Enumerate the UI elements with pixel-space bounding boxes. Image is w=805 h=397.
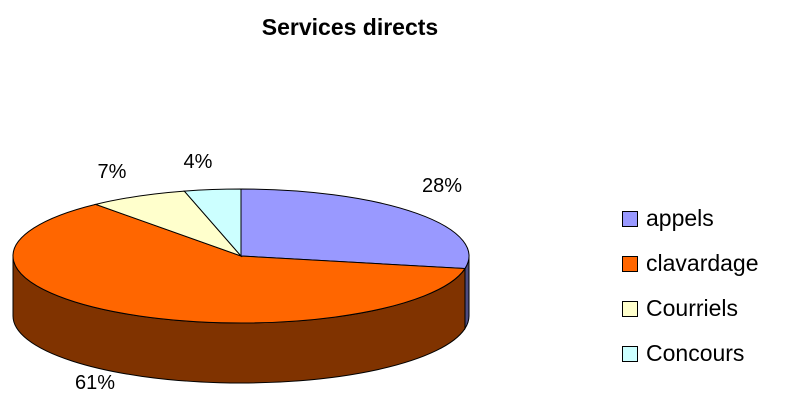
legend-label-concours: Concours	[646, 340, 745, 366]
legend-label-appels: appels	[646, 205, 714, 231]
data-label-clavardage: 61%	[75, 372, 115, 394]
legend-swatch-concours	[622, 345, 638, 362]
legend: appels clavardage Courriels Concours	[622, 196, 759, 376]
legend-swatch-courriels	[622, 300, 638, 317]
legend-item-clavardage: clavardage	[622, 241, 759, 286]
pie-slice-clavardage	[12, 203, 466, 324]
data-label-appels: 28%	[422, 175, 462, 197]
legend-item-concours: Concours	[622, 331, 759, 376]
data-label-courriels: 7%	[98, 161, 127, 183]
legend-item-appels: appels	[622, 196, 759, 241]
pie-slice-appels	[240, 188, 470, 270]
legend-label-clavardage: clavardage	[646, 250, 759, 276]
chart-title: Services directs	[261, 14, 439, 40]
pie-labels-layer: 28% 61% 7% 4%	[75, 151, 462, 394]
legend-swatch-appels	[622, 210, 638, 227]
data-label-concours: 4%	[184, 151, 213, 173]
legend-item-courriels: Courriels	[622, 286, 759, 331]
legend-label-courriels: Courriels	[646, 295, 739, 321]
pie-top-layer	[12, 188, 470, 324]
legend-swatch-clavardage	[622, 255, 638, 272]
pie-slice-concours	[183, 188, 242, 258]
